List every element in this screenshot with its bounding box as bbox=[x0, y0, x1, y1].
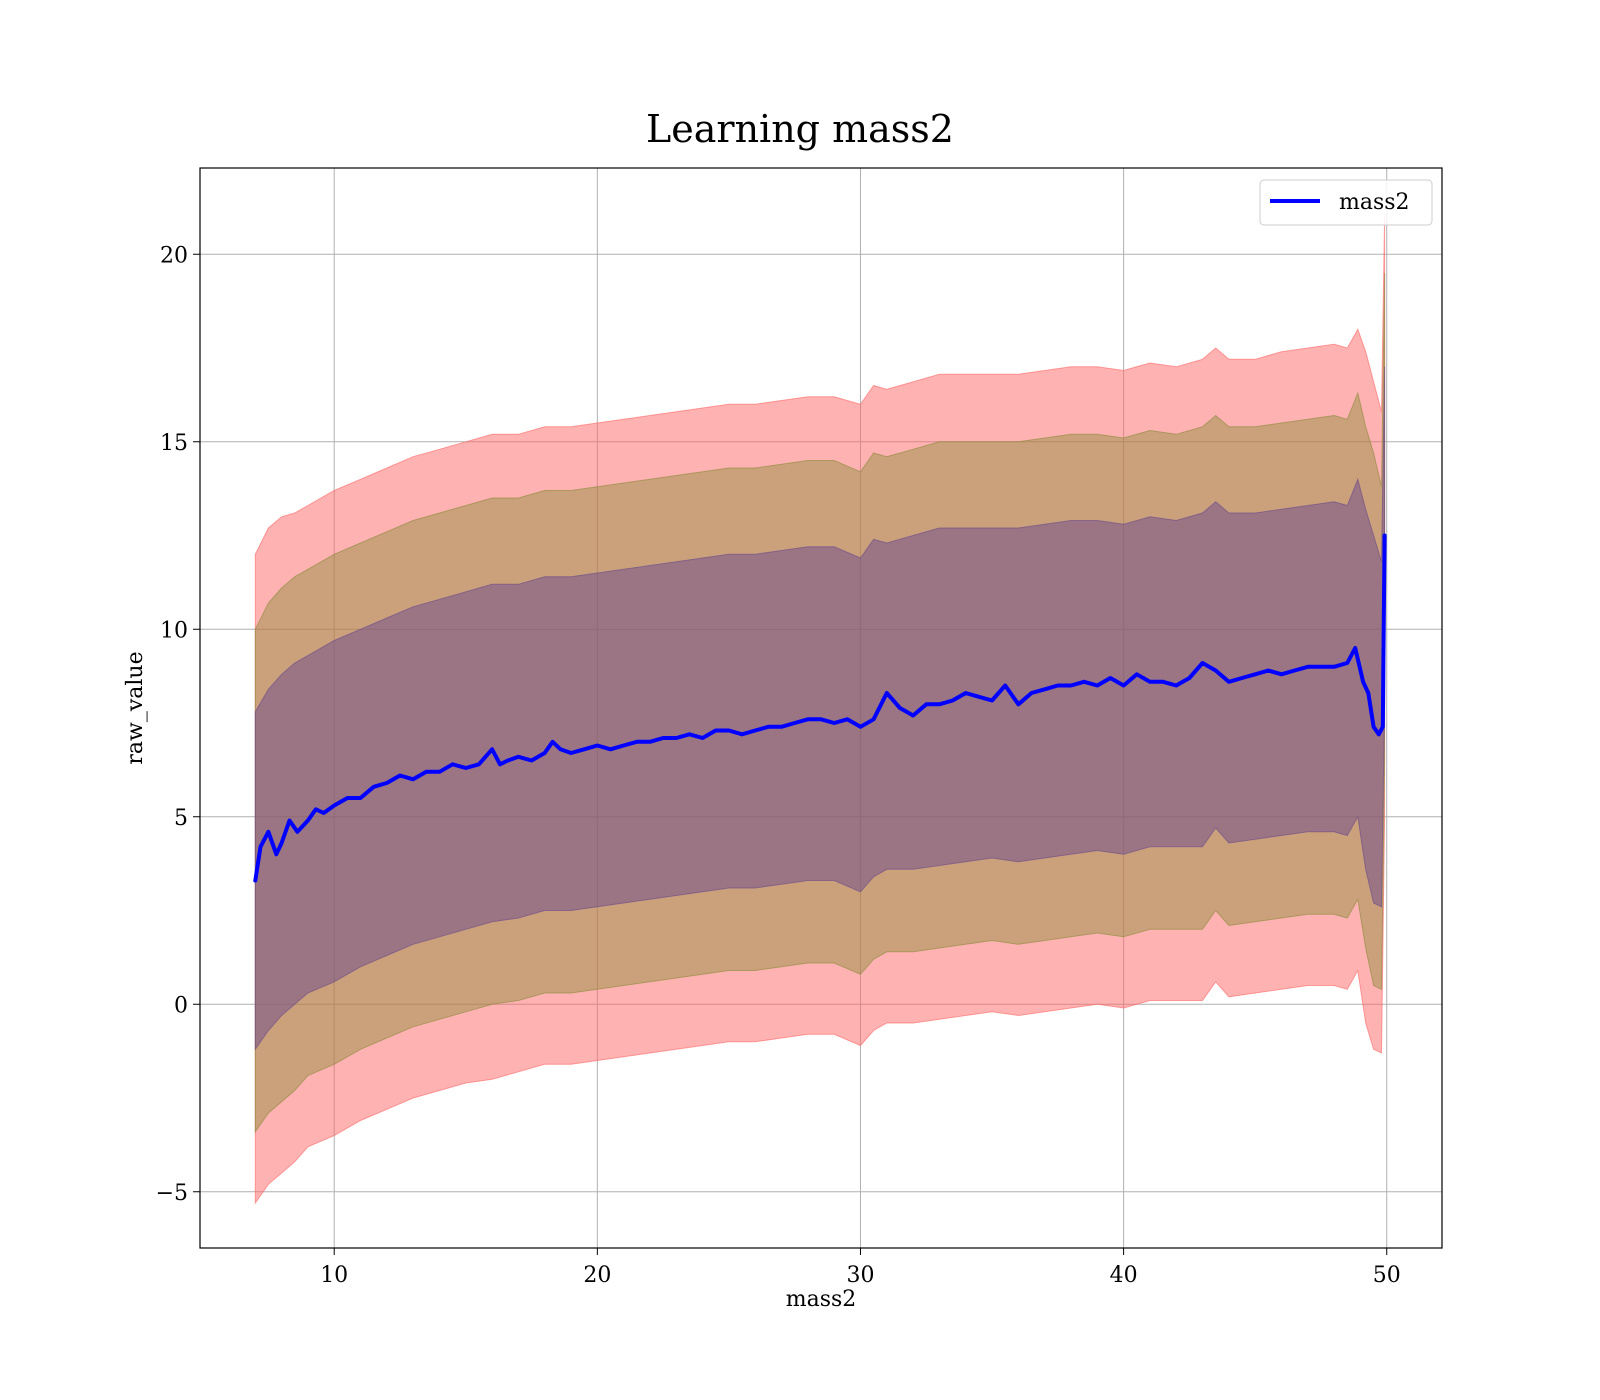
legend: mass2 bbox=[1259, 179, 1433, 226]
y-tick-label: 10 bbox=[160, 618, 188, 643]
y-tick-label: 5 bbox=[174, 806, 188, 831]
plot-area-frame bbox=[199, 167, 1443, 1249]
confidence-bands bbox=[254, 216, 1386, 1205]
y-tick-label: 0 bbox=[174, 993, 188, 1018]
series-lines bbox=[253, 533, 1387, 883]
y-tick-label: −5 bbox=[156, 1181, 188, 1206]
legend-box bbox=[1259, 179, 1433, 226]
chart-title: Learning mass2 bbox=[646, 107, 954, 151]
x-axis-ticks: 10 20 30 40 50 bbox=[320, 1248, 1401, 1288]
x-axis-label: mass2 bbox=[786, 1287, 857, 1312]
legend-label-mass2: mass2 bbox=[1339, 190, 1410, 215]
y-axis-label: raw_value bbox=[123, 651, 148, 764]
x-tick-label: 30 bbox=[846, 1263, 874, 1288]
series-line-mass2 bbox=[253, 533, 1387, 883]
x-tick-label: 40 bbox=[1110, 1263, 1138, 1288]
y-tick-label: 15 bbox=[160, 431, 188, 456]
x-tick-label: 20 bbox=[583, 1263, 611, 1288]
y-tick-label: 20 bbox=[160, 243, 188, 268]
x-tick-label: 50 bbox=[1373, 1263, 1401, 1288]
y-axis-ticks: −5 0 5 10 15 20 bbox=[156, 243, 200, 1206]
x-tick-label: 10 bbox=[320, 1263, 348, 1288]
